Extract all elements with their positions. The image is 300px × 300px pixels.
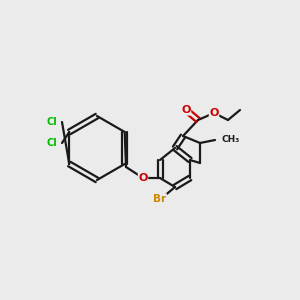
Text: CH₃: CH₃ [221,136,239,145]
Text: O: O [181,105,191,115]
Text: O: O [138,173,148,183]
Text: Cl: Cl [46,138,57,148]
Text: Cl: Cl [46,117,57,127]
Text: O: O [209,108,219,118]
Text: Br: Br [153,194,167,204]
